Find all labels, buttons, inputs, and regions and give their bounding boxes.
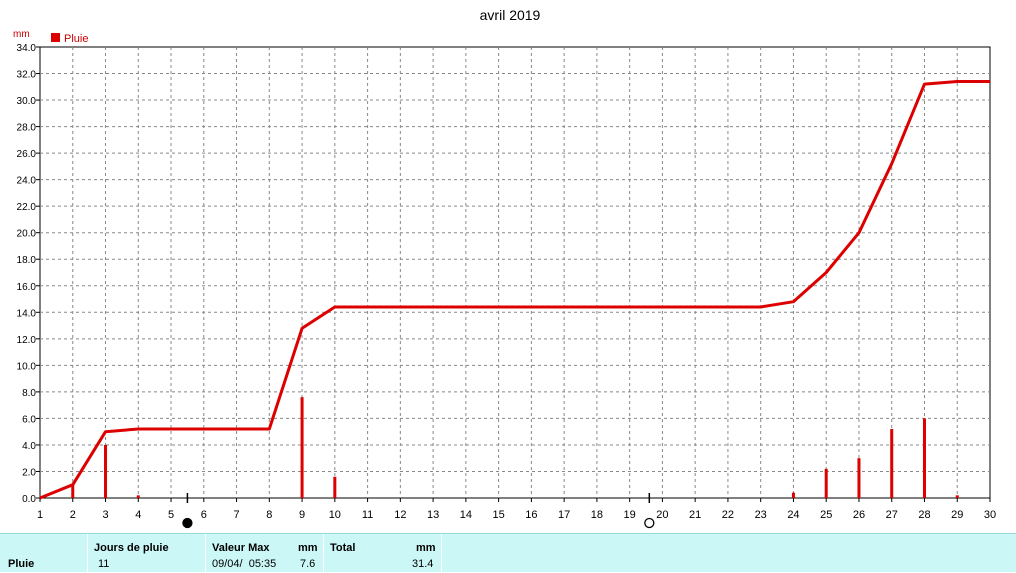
x-tick-label: 11 bbox=[362, 509, 373, 521]
rain-bar bbox=[890, 429, 894, 498]
max-value: 7.6 bbox=[300, 558, 316, 570]
chart-title: avril 2019 bbox=[480, 7, 541, 23]
y-tick-label: 22.0 bbox=[17, 202, 37, 213]
max-value-unit: mm bbox=[298, 542, 318, 554]
x-tick-label: 25 bbox=[820, 509, 832, 521]
x-axis-ticks: 1 2 3 4 5 6 7 8 9 10 11 12 13 14 15 16 17 18 19 20 21 22 23 24 2… bbox=[37, 498, 996, 521]
y-tick-label: 8.0 bbox=[22, 388, 36, 399]
rain-bar bbox=[136, 495, 140, 498]
y-tick-label: 26.0 bbox=[17, 149, 37, 160]
x-tick-label: 4 bbox=[135, 509, 141, 521]
x-tick-label: 23 bbox=[755, 509, 767, 521]
max-value-header: Valeur Max bbox=[212, 542, 270, 554]
x-tick-label: 21 bbox=[689, 509, 701, 521]
legend-label-pluie: Pluie bbox=[64, 33, 88, 45]
y-tick-label: 18.0 bbox=[17, 255, 37, 266]
x-tick-label: 7 bbox=[233, 509, 239, 521]
total-value: 31.4 bbox=[412, 558, 434, 570]
cumulative-rain-line bbox=[39, 80, 990, 500]
grid-lines bbox=[40, 47, 990, 498]
stats-row-label-cell: Pluie bbox=[0, 534, 88, 573]
x-tick-label: 15 bbox=[492, 509, 504, 521]
rain-days-value: 11 bbox=[98, 558, 110, 570]
x-tick-label: 2 bbox=[70, 509, 76, 521]
y-tick-label: 28.0 bbox=[17, 123, 37, 134]
x-tick-label: 17 bbox=[558, 509, 570, 521]
moon-phases bbox=[182, 493, 655, 529]
x-tick-label: 8 bbox=[266, 509, 272, 521]
x-tick-label: 24 bbox=[787, 509, 799, 521]
total-header: Total bbox=[330, 542, 356, 554]
rain-bar bbox=[791, 492, 795, 498]
x-tick-label: 13 bbox=[427, 509, 439, 521]
full-moon-icon bbox=[644, 517, 655, 529]
x-tick-label: 12 bbox=[394, 509, 406, 521]
rain-bar bbox=[300, 397, 304, 498]
y-tick-label: 2.0 bbox=[22, 467, 36, 478]
x-tick-label: 26 bbox=[853, 509, 865, 521]
x-tick-label: 10 bbox=[329, 509, 341, 521]
x-tick-label: 30 bbox=[984, 509, 996, 521]
x-tick-label: 5 bbox=[168, 509, 174, 521]
x-tick-label: 22 bbox=[722, 509, 734, 521]
rain-days-header: Jours de pluie bbox=[94, 542, 169, 554]
stats-row-label: Pluie bbox=[8, 558, 35, 570]
y-tick-label: 6.0 bbox=[22, 414, 36, 425]
plot-area bbox=[39, 46, 991, 499]
x-tick-label: 9 bbox=[299, 509, 305, 521]
y-tick-label: 14.0 bbox=[17, 308, 37, 319]
stats-table: Pluie Jours de pluie 11 Valeur Max mm 09… bbox=[0, 533, 1016, 573]
rain-days-cell: Jours de pluie 11 bbox=[88, 534, 206, 573]
y-tick-label: 30.0 bbox=[17, 96, 37, 107]
x-tick-label: 29 bbox=[951, 509, 963, 521]
rain-bar bbox=[333, 476, 337, 498]
rain-bar bbox=[104, 444, 108, 498]
max-value-date: 09/04/ 05:35 bbox=[212, 558, 277, 570]
rain-chart: avril 2019 mm Pluie 0.0 2.0 4.0 6.0 8.0 10.0 1… bbox=[13, 7, 996, 529]
x-tick-label: 27 bbox=[886, 509, 898, 521]
rain-bar bbox=[824, 468, 828, 498]
y-tick-label: 4.0 bbox=[22, 441, 36, 452]
y-axis-unit-label: mm bbox=[13, 29, 30, 40]
y-axis-ticks: 0.0 2.0 4.0 6.0 8.0 10.0 12.0 14.0 16.0 18.0 20.0 2… bbox=[17, 43, 40, 505]
x-tick-label: 19 bbox=[624, 509, 636, 521]
x-tick-label: 20 bbox=[656, 509, 668, 521]
x-tick-label: 6 bbox=[201, 509, 207, 521]
rain-bar bbox=[922, 418, 926, 498]
y-tick-label: 12.0 bbox=[17, 335, 37, 346]
x-tick-label: 18 bbox=[591, 509, 603, 521]
y-tick-label: 24.0 bbox=[17, 176, 37, 187]
total-cell: Total mm 31.4 bbox=[324, 534, 442, 573]
x-tick-label: 1 bbox=[37, 509, 43, 521]
y-tick-label: 0.0 bbox=[22, 494, 36, 505]
x-tick-label: 3 bbox=[102, 509, 108, 521]
y-tick-label: 34.0 bbox=[17, 43, 37, 54]
x-tick-label: 14 bbox=[460, 509, 472, 521]
y-tick-label: 20.0 bbox=[17, 229, 37, 240]
y-tick-label: 32.0 bbox=[17, 70, 37, 81]
rain-bar bbox=[955, 495, 959, 498]
rain-bar bbox=[71, 484, 75, 498]
y-tick-label: 10.0 bbox=[17, 361, 37, 372]
new-moon-icon bbox=[182, 517, 193, 529]
rain-bar bbox=[857, 458, 861, 498]
total-unit: mm bbox=[416, 542, 436, 554]
x-tick-label: 28 bbox=[918, 509, 930, 521]
cumulative-line bbox=[39, 80, 990, 500]
rain-bars bbox=[71, 397, 959, 498]
y-tick-label: 16.0 bbox=[17, 282, 37, 293]
legend-swatch-pluie bbox=[51, 33, 60, 42]
max-value-cell: Valeur Max mm 09/04/ 05:35 7.6 bbox=[206, 534, 324, 573]
x-tick-label: 16 bbox=[525, 509, 537, 521]
